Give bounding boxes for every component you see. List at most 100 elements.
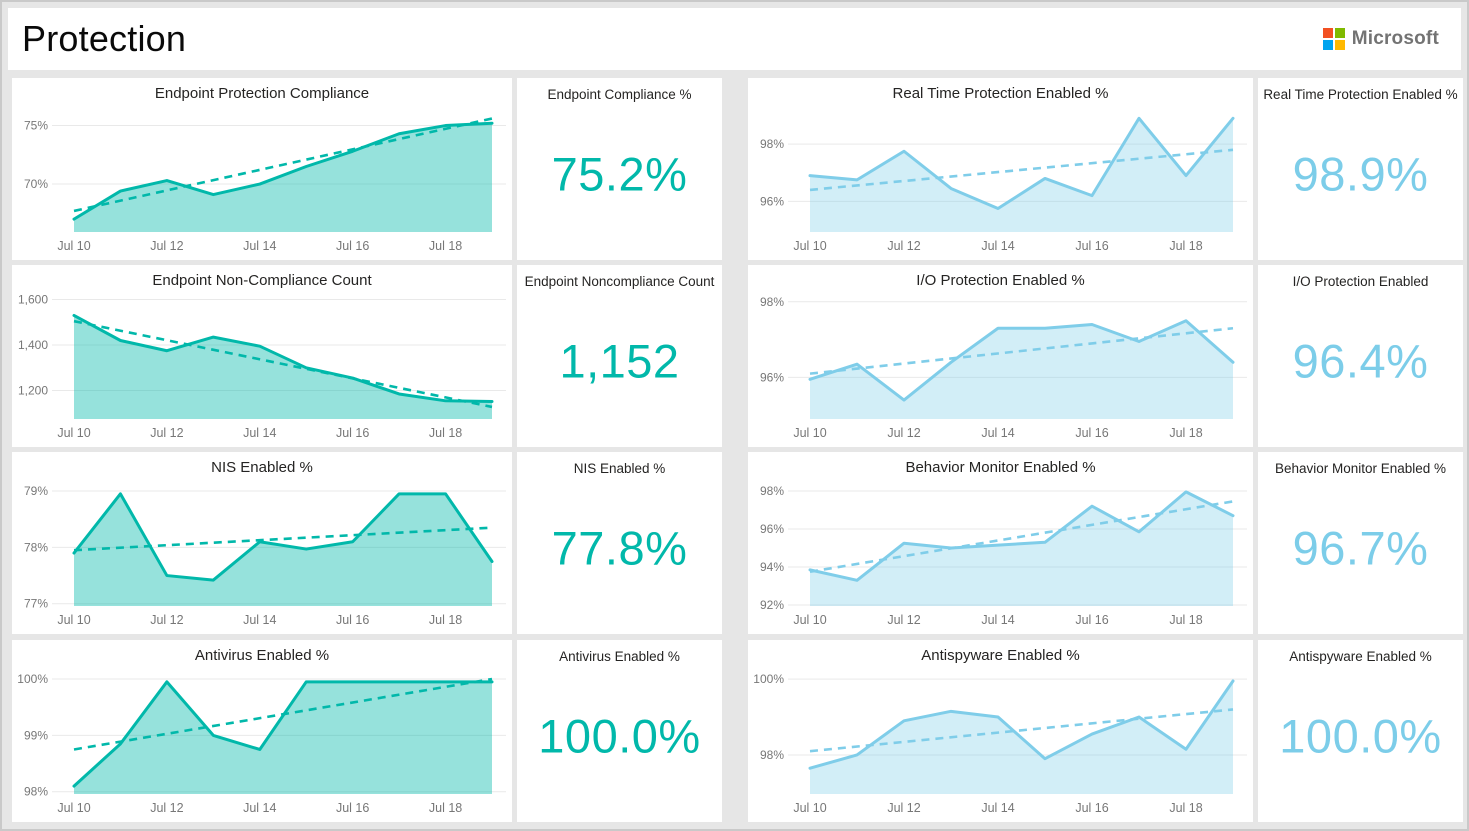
x-axis-label: Jul 12 [150,613,183,627]
kpi-tile-io-protection[interactable]: I/O Protection Enabled 96.4% [1258,265,1463,447]
chart-tile-io-protection[interactable]: 96% 98% Jul 10 Jul 12 Jul 14 Jul 16 Jul 18 I/O… [748,265,1253,447]
kpi-tile-endpoint-noncompliance-count[interactable]: Endpoint Noncompliance Count 1,152 [517,265,722,447]
y-axis-tick-label: 1,600 [18,293,48,307]
area-fill[interactable] [810,320,1233,419]
kpi-value: 1,152 [559,334,680,388]
kpi-title: Antispyware Enabled % [1289,649,1432,664]
y-axis-tick-label: 94% [760,560,784,574]
chart-tile-antivirus-enabled[interactable]: 98% 99% 100% Jul 10 Jul 12 Jul 14 Jul 16 Jul 18… [12,640,512,822]
x-axis-label: Jul 12 [887,801,920,815]
kpi-value: 75.2% [551,147,688,201]
x-axis-label: Jul 18 [429,801,462,815]
series-line[interactable] [808,116,1235,211]
x-axis-label: Jul 18 [429,613,462,627]
chart-title: Endpoint Protection Compliance [154,85,370,102]
area-fill[interactable] [74,681,492,794]
x-axis-label: Jul 18 [429,426,462,440]
kpi-title: Endpoint Compliance % [547,87,692,102]
area-fill[interactable] [810,680,1233,794]
kpi-tile-antispyware-enabled[interactable]: Antispyware Enabled % 100.0% [1258,640,1463,822]
area-chart[interactable]: 92% 94% 96% 98% Jul 10 Jul 12 Jul 14 Jul 16 Jul … [748,452,1253,634]
y-axis-tick-label: 96% [760,194,784,208]
area-fill[interactable] [74,123,492,232]
chart-tile-antispyware-enabled[interactable]: 98% 100% Jul 10 Jul 12 Jul 14 Jul 16 Jul 18 An… [748,640,1253,822]
kpi-tile-nis-enabled[interactable]: NIS Enabled % 77.8% [517,452,722,634]
microsoft-logo-icon [1322,28,1345,50]
y-axis-tick-label: 98% [24,785,48,799]
chart-tile-nis-enabled[interactable]: 77% 78% 79% Jul 10 Jul 12 Jul 14 Jul 16 Jul 18 … [12,452,512,634]
kpi-tile-endpoint-compliance[interactable]: Endpoint Compliance % 75.2% [517,78,722,260]
kpi-value: 96.4% [1292,334,1429,388]
x-axis-label: Jul 18 [1169,613,1202,627]
x-axis-label: Jul 16 [336,613,369,627]
x-axis-label: Jul 18 [429,239,462,253]
x-axis-label: Jul 10 [793,613,826,627]
area-chart[interactable]: 98% 100% Jul 10 Jul 12 Jul 14 Jul 16 Jul 18 [748,640,1253,822]
chart-title: Real Time Protection Enabled % [892,85,1109,102]
y-axis-tick-label: 77% [24,597,48,611]
dashboard-header: Protection Microsoft [8,8,1461,70]
y-axis-tick-label: 98% [760,748,784,762]
y-axis-tick-label: 75% [24,119,48,133]
chart-title: Antivirus Enabled % [194,647,330,664]
x-axis-label: Jul 10 [57,426,90,440]
kpi-title: Real Time Protection Enabled % [1263,87,1458,102]
chart-tile-endpoint-noncompliance-count[interactable]: 1,200 1,400 1,600 Jul 10 Jul 12 Jul 14 Jul 16 J… [12,265,512,447]
kpi-title: Antivirus Enabled % [559,649,680,664]
x-axis-label: Jul 12 [887,426,920,440]
kpi-tile-antivirus-enabled[interactable]: Antivirus Enabled % 100.0% [517,640,722,822]
trendline [809,326,1234,375]
x-axis-label: Jul 18 [1169,239,1202,253]
y-axis-tick-label: 79% [24,484,48,498]
y-axis-tick-label: 96% [760,370,784,384]
x-axis-label: Jul 16 [336,801,369,815]
page-title: Protection [22,18,187,59]
kpi-value: 100.0% [1279,709,1442,763]
kpi-tile-real-time-protection[interactable]: Real Time Protection Enabled % 98.9% [1258,78,1463,260]
chart-tile-behavior-monitor[interactable]: 92% 94% 96% 98% Jul 10 Jul 12 Jul 14 Jul 16 Jul … [748,452,1253,634]
x-axis-label: Jul 14 [981,426,1014,440]
trendline [73,319,493,409]
y-axis-tick-label: 98% [760,295,784,309]
chart-tile-real-time-protection[interactable]: 96% 98% Jul 10 Jul 12 Jul 14 Jul 16 Jul 18 Rea… [748,78,1253,260]
area-fill[interactable] [810,491,1233,606]
kpi-tile-behavior-monitor[interactable]: Behavior Monitor Enabled % 96.7% [1258,452,1463,634]
series-line[interactable] [808,490,1235,582]
y-axis-tick-label: 92% [760,598,784,612]
series-line[interactable] [72,121,494,221]
x-axis-label: Jul 12 [150,426,183,440]
x-axis-label: Jul 12 [150,239,183,253]
trendline [73,117,493,213]
area-chart[interactable]: 77% 78% 79% Jul 10 Jul 12 Jul 14 Jul 16 Jul 18 [12,452,512,634]
series-line[interactable] [72,492,494,582]
x-axis-label: Jul 14 [981,613,1014,627]
area-chart[interactable]: 96% 98% Jul 10 Jul 12 Jul 14 Jul 16 Jul 18 [748,78,1253,260]
kpi-value: 98.9% [1292,147,1429,201]
area-fill[interactable] [74,315,492,419]
area-fill[interactable] [74,493,492,606]
x-axis-label: Jul 12 [887,239,920,253]
area-fill[interactable] [810,118,1233,232]
series-line[interactable] [808,679,1235,770]
area-chart[interactable]: 98% 99% 100% Jul 10 Jul 12 Jul 14 Jul 16 Jul 18 [12,640,512,822]
x-axis-label: Jul 14 [243,613,276,627]
kpi-title: NIS Enabled % [573,461,666,476]
y-axis-tick-label: 1,400 [18,338,48,352]
chart-title: I/O Protection Enabled % [916,272,1085,289]
series-line[interactable] [808,319,1235,402]
area-chart[interactable]: 1,200 1,400 1,600 Jul 10 Jul 12 Jul 14 Jul 16 J… [12,265,512,447]
y-axis-tick-label: 99% [24,728,48,742]
area-chart[interactable]: 96% 98% Jul 10 Jul 12 Jul 14 Jul 16 Jul 18 [748,265,1253,447]
area-chart[interactable]: 70% 75% Jul 10 Jul 12 Jul 14 Jul 16 Jul 18 [12,78,512,260]
series-line[interactable] [72,313,494,403]
x-axis-label: Jul 16 [336,239,369,253]
chart-tile-endpoint-protection-compliance[interactable]: 70% 75% Jul 10 Jul 12 Jul 14 Jul 16 Jul 18 End… [12,78,512,260]
x-axis-label: Jul 10 [57,613,90,627]
y-axis-tick-label: 100% [753,672,784,686]
y-axis-tick-label: 100% [17,672,48,686]
x-axis-label: Jul 18 [1169,426,1202,440]
x-axis-label: Jul 10 [793,426,826,440]
series-line[interactable] [72,680,494,788]
trendline [809,708,1234,753]
kpi-title: I/O Protection Enabled [1292,274,1429,289]
